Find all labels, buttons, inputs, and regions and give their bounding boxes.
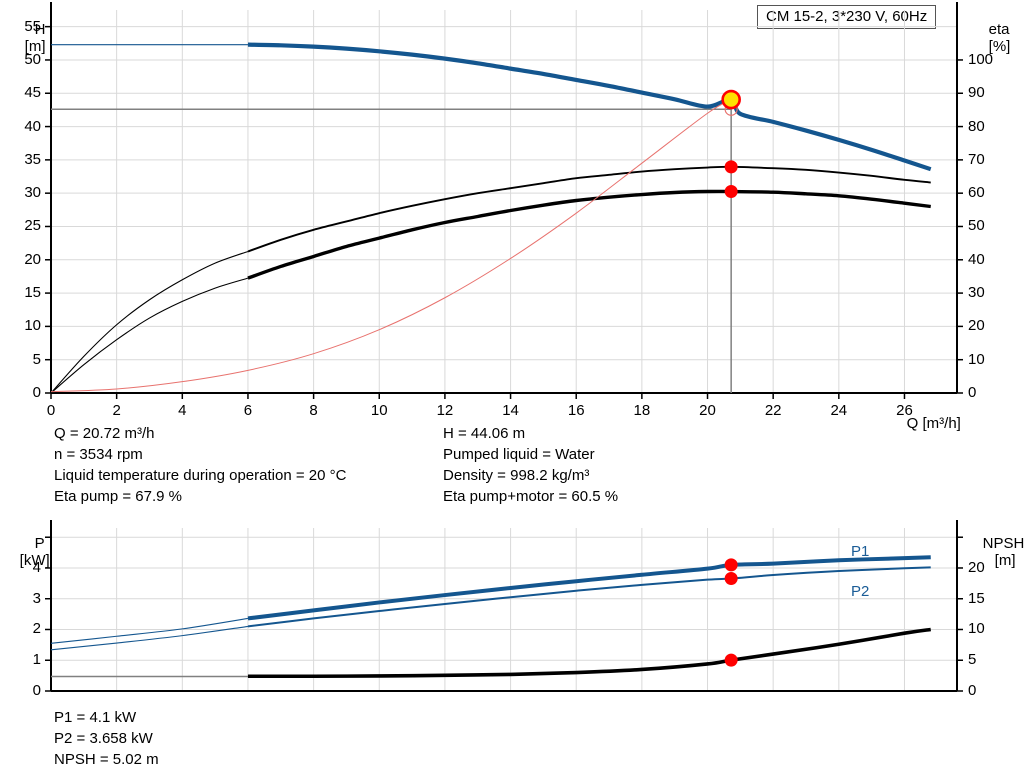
axis-tick-label: 1 (32, 651, 41, 669)
axis-tick-label: 6 (243, 402, 253, 419)
h-axis-label: H (34, 21, 46, 38)
axis-tick-label: 3 (32, 589, 41, 607)
axis-tick-label: 100 (968, 50, 994, 68)
axis-tick-label: 14 (502, 402, 519, 419)
axis-tick-label: 40 (968, 250, 985, 268)
duty-info-line: Liquid temperature during operation = 20… (54, 467, 347, 484)
axis-tick-label: 8 (309, 402, 318, 419)
axis-tick-label: 0 (968, 682, 977, 699)
duty-info-line: Pumped liquid = Water (443, 446, 595, 463)
axis-tick-label: 15 (968, 589, 985, 607)
axis-tick-label: 40 (24, 117, 41, 135)
axis-tick-label: 90 (968, 84, 985, 102)
head-eta-chart (45, 2, 963, 399)
duty-info-line: Q = 20.72 m³/h (54, 425, 155, 442)
axis-tick-label: 30 (24, 184, 41, 202)
p2-series-label: P2 (851, 583, 870, 600)
axis-tick-label: 10 (968, 620, 985, 638)
duty-info-line: Eta pump = 67.9 % (54, 488, 182, 505)
axis-tick-label: 4 (32, 558, 41, 576)
axis-tick-label: 60 (968, 184, 985, 202)
duty-info-line: Eta pump+motor = 60.5 % (443, 488, 619, 505)
axis-tick-label: 55 (24, 17, 41, 35)
axis-tick-label: 2 (112, 402, 121, 419)
axis-tick-label: 0 (32, 384, 41, 401)
eta-axis-label: eta (988, 21, 1010, 38)
p-axis-unit: [kW] (19, 552, 50, 569)
axis-tick-label: 24 (830, 402, 848, 419)
axis-tick-label: 20 (24, 250, 41, 268)
power-info-line: P2 = 3.658 kW (54, 730, 153, 747)
power-info-line: NPSH = 5.02 m (54, 751, 159, 768)
axis-tick-label: 50 (968, 217, 985, 235)
axis-tick-label: 2 (32, 620, 41, 638)
axis-tick-label: 12 (436, 402, 454, 419)
axis-tick-label: 15 (24, 284, 41, 302)
axis-tick-label: 20 (968, 558, 985, 576)
npsh-axis-label: NPSH (982, 535, 1024, 552)
q-axis-label: Q [m³/h] (906, 415, 961, 432)
axis-tick-label: 10 (24, 317, 41, 335)
axis-tick-label: 16 (567, 402, 585, 419)
axis-tick-label: 10 (370, 402, 388, 419)
axis-tick-label: 22 (764, 402, 782, 419)
duty-info-line: Density = 998.2 kg/m³ (443, 467, 590, 484)
axis-tick-label: 0 (968, 384, 977, 401)
axis-tick-label: 30 (968, 284, 985, 302)
pump-model-title-box: CM 15-2, 3*230 V, 60Hz (757, 5, 937, 29)
axis-tick-label: 70 (968, 150, 985, 168)
axis-tick-label: 25 (24, 217, 41, 235)
axis-tick-label: 45 (24, 84, 41, 102)
duty-info-line: H = 44.06 m (443, 425, 526, 442)
axis-tick-label: 80 (968, 117, 985, 135)
h-axis-unit: [m] (24, 38, 46, 55)
eta-axis-unit: [%] (988, 38, 1011, 55)
axis-tick-label: 0 (32, 682, 41, 699)
axis-tick-label: 20 (968, 317, 985, 335)
axis-tick-label: 20 (699, 402, 716, 419)
axis-tick-label: 0 (46, 402, 56, 419)
axis-tick-label: 50 (24, 50, 41, 68)
power-npsh-chart (45, 520, 963, 692)
axis-tick-label: 10 (968, 350, 985, 368)
axis-tick-label: 5 (968, 651, 977, 669)
power-info-line: P1 = 4.1 kW (54, 709, 137, 726)
axis-tick-label: 5 (32, 350, 41, 368)
axis-tick-label: 26 (896, 402, 913, 419)
npsh-axis-unit: [m] (994, 552, 1016, 569)
axis-tick-label: 18 (633, 402, 651, 419)
axis-tick-label: 35 (24, 150, 41, 168)
p1-series-label: P1 (851, 543, 870, 560)
duty-info-line: n = 3534 rpm (54, 446, 143, 463)
axis-tick-label: 4 (178, 402, 187, 419)
p-axis-label: P (34, 535, 45, 552)
